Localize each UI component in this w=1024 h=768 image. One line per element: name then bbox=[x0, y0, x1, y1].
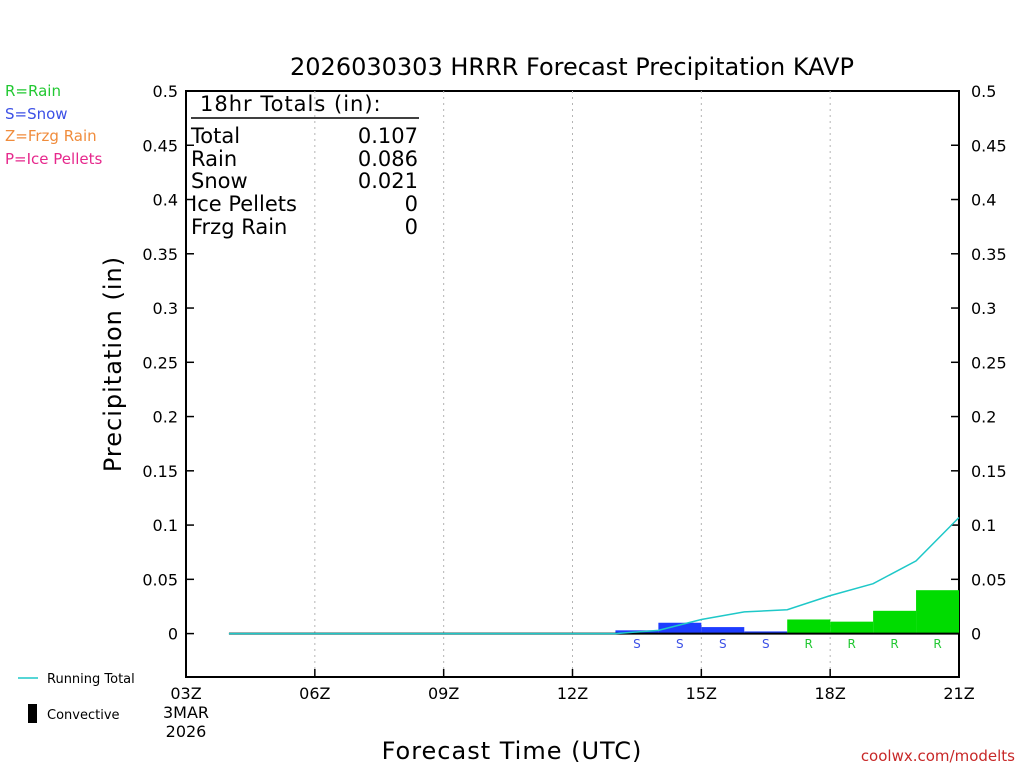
y-tick-label-right: 0.1 bbox=[971, 516, 996, 535]
y-axis-left: 0 0.05 0.1 0.15 0.2 0.25 0.3 0.35 0.4 0.45 0.5 bbox=[142, 82, 194, 644]
type-marker-S: S bbox=[762, 637, 770, 651]
totals-total-value: 0.107 bbox=[358, 124, 418, 148]
line-legend: Running Total Convective bbox=[18, 672, 135, 723]
y-tick-label-right: 0.15 bbox=[971, 462, 1007, 481]
y-tick-label-right: 0.5 bbox=[971, 82, 996, 101]
legend-snow: S=Snow bbox=[5, 105, 68, 123]
totals-frzg-rain-value: 0 bbox=[405, 215, 418, 239]
running-total-legend-label: Running Total bbox=[47, 672, 135, 687]
y-axis-label: Precipitation (in) bbox=[99, 256, 127, 472]
source-credit: coolwx.com/modelts bbox=[861, 747, 1015, 765]
precip-bar-R bbox=[916, 590, 959, 634]
y-tick-label-right: 0.25 bbox=[971, 353, 1007, 372]
precip-bar-R bbox=[787, 619, 831, 634]
y-tick-label-right: 0.05 bbox=[971, 570, 1007, 589]
y-axis-right: 0 0.05 0.1 0.15 0.2 0.25 0.3 0.35 0.4 0.45 0.5 bbox=[951, 82, 1007, 644]
x-tick-label: 06Z bbox=[299, 684, 330, 703]
y-tick-label-left: 0.45 bbox=[142, 136, 178, 155]
y-tick-label-left: 0.25 bbox=[142, 353, 178, 372]
type-marker-S: S bbox=[633, 637, 641, 651]
y-tick-label-left: 0.15 bbox=[142, 462, 178, 481]
legend-rain: R=Rain bbox=[5, 82, 61, 100]
precip-bar-S bbox=[701, 627, 745, 634]
precip-bar-R bbox=[830, 621, 874, 634]
totals-box: 18hr Totals (in): Total 0.107 Rain 0.086… bbox=[190, 92, 419, 239]
type-marker-S: S bbox=[676, 637, 684, 651]
totals-snow-value: 0.021 bbox=[358, 169, 418, 193]
type-marker-R: R bbox=[933, 637, 941, 651]
precip-bar-S bbox=[658, 622, 702, 634]
y-tick-label-left: 0.3 bbox=[153, 299, 178, 318]
totals-total-label: Total bbox=[190, 124, 240, 148]
hourly-precip-bars bbox=[615, 590, 959, 634]
y-tick-label-right: 0.35 bbox=[971, 245, 1007, 264]
x-tick-label: 18Z bbox=[815, 684, 846, 703]
y-tick-label-right: 0.3 bbox=[971, 299, 996, 318]
precip-type-legend: R=Rain S=Snow Z=Frzg Rain P=Ice Pellets bbox=[5, 82, 102, 168]
x-tick-label: 21Z bbox=[943, 684, 974, 703]
y-tick-label-left: 0 bbox=[168, 625, 178, 644]
type-marker-R: R bbox=[847, 637, 855, 651]
totals-heading: 18hr Totals (in): bbox=[200, 92, 382, 116]
chart-title: 2026030303 HRRR Forecast Precipitation K… bbox=[290, 53, 854, 81]
totals-snow-label: Snow bbox=[191, 169, 248, 193]
totals-ice-pellets-value: 0 bbox=[405, 192, 418, 216]
y-tick-label-right: 0.4 bbox=[971, 191, 996, 210]
precip-bar-S bbox=[744, 631, 788, 634]
y-tick-label-left: 0.05 bbox=[142, 570, 178, 589]
y-tick-label-left: 0.4 bbox=[153, 191, 178, 210]
x-tick-label: 12Z bbox=[557, 684, 588, 703]
x-tick-label: 15Z bbox=[686, 684, 717, 703]
y-tick-label-left: 0.2 bbox=[153, 408, 178, 427]
totals-ice-pellets-label: Ice Pellets bbox=[191, 192, 297, 216]
convective-swatch bbox=[28, 704, 37, 723]
type-marker-R: R bbox=[805, 637, 813, 651]
x-tick-label: 03Z bbox=[170, 684, 201, 703]
y-tick-label-left: 0.5 bbox=[153, 82, 178, 101]
type-marker-R: R bbox=[890, 637, 898, 651]
legend-ice-pellets: P=Ice Pellets bbox=[5, 150, 102, 168]
x-tick-date-label: 3MAR bbox=[163, 703, 209, 722]
y-tick-label-right: 0 bbox=[971, 625, 981, 644]
y-tick-label-left: 0.1 bbox=[153, 516, 178, 535]
totals-rain-value: 0.086 bbox=[358, 147, 418, 171]
x-axis-label: Forecast Time (UTC) bbox=[382, 737, 643, 765]
y-tick-label-right: 0.2 bbox=[971, 408, 996, 427]
y-tick-label-left: 0.35 bbox=[142, 245, 178, 264]
y-tick-label-right: 0.45 bbox=[971, 136, 1007, 155]
convective-legend-label: Convective bbox=[47, 708, 120, 723]
precip-bar-R bbox=[873, 610, 917, 634]
type-marker-S: S bbox=[719, 637, 727, 651]
legend-frzg-rain: Z=Frzg Rain bbox=[5, 127, 97, 145]
x-tick-label: 09Z bbox=[428, 684, 459, 703]
running-total-line bbox=[228, 516, 960, 635]
totals-rain-label: Rain bbox=[191, 147, 237, 171]
x-tick-year-label: 2026 bbox=[166, 722, 207, 741]
totals-frzg-rain-label: Frzg Rain bbox=[191, 215, 287, 239]
vertical-gridlines bbox=[314, 91, 831, 677]
